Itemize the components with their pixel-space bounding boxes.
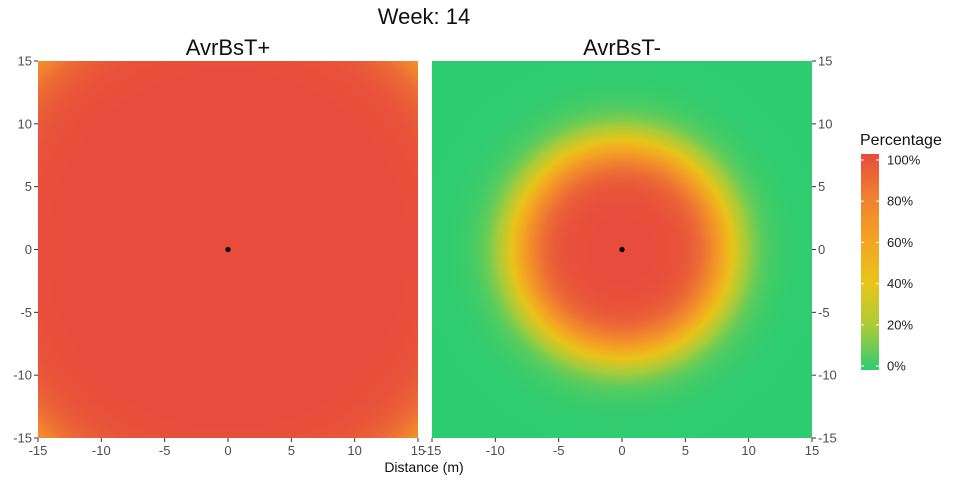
chart-title: Week: 14 bbox=[378, 4, 471, 29]
legend-label: 100% bbox=[887, 153, 921, 168]
legend-title: Percentage bbox=[860, 132, 942, 149]
legend: Percentage 0% 20% 40% 60% 80% 100% bbox=[860, 132, 942, 374]
legend-label: 20% bbox=[887, 317, 913, 332]
x-tick-label: -15 bbox=[423, 443, 442, 458]
x-tick-label: 0 bbox=[224, 443, 231, 458]
y-tick-label: 5 bbox=[818, 179, 825, 194]
y-tick-label: -15 bbox=[13, 431, 32, 446]
y-tick-label: -10 bbox=[818, 368, 837, 383]
y-tick-label: 15 bbox=[18, 54, 32, 69]
x-tick-label: 0 bbox=[618, 443, 625, 458]
x-tick-label: 15 bbox=[805, 443, 819, 458]
x-tick-label: -10 bbox=[486, 443, 505, 458]
x-tick-label: 5 bbox=[682, 443, 689, 458]
y-tick-label: -15 bbox=[818, 431, 837, 446]
source-point bbox=[225, 246, 231, 253]
y-tick-label: 0 bbox=[818, 242, 825, 257]
panel-avrbst-plus: AvrBsT+ -15 -10 -5 0 5 10 15 -15 -10 -5 0 5 10 15 bbox=[13, 35, 425, 458]
legend-label: 80% bbox=[887, 194, 913, 209]
y-tick-label: 15 bbox=[818, 54, 832, 69]
y-tick-label: -5 bbox=[818, 305, 830, 320]
x-tick-label: -15 bbox=[29, 443, 48, 458]
panel-title: AvrBsT+ bbox=[186, 35, 271, 60]
y-tick-label: 10 bbox=[818, 116, 832, 131]
x-tick-label: 10 bbox=[347, 443, 361, 458]
y-tick-label: 5 bbox=[25, 179, 32, 194]
panel-title: AvrBsT- bbox=[583, 35, 661, 60]
x-tick-label: 10 bbox=[741, 443, 755, 458]
y-tick-label: 10 bbox=[18, 116, 32, 131]
x-tick-label: 5 bbox=[288, 443, 295, 458]
x-axis-label: Distance (m) bbox=[384, 459, 463, 475]
x-tick-label: -10 bbox=[92, 443, 111, 458]
y-tick-label: -5 bbox=[20, 305, 32, 320]
legend-label: 60% bbox=[887, 235, 913, 250]
y-tick-label: 0 bbox=[25, 242, 32, 257]
legend-label: 0% bbox=[887, 359, 906, 374]
x-tick-label: -5 bbox=[159, 443, 171, 458]
legend-colorbar bbox=[861, 154, 879, 370]
x-tick-label: 15 bbox=[411, 443, 425, 458]
legend-label: 40% bbox=[887, 276, 913, 291]
x-tick-label: -5 bbox=[553, 443, 565, 458]
y-tick-label: -10 bbox=[13, 368, 32, 383]
source-point bbox=[619, 246, 625, 253]
